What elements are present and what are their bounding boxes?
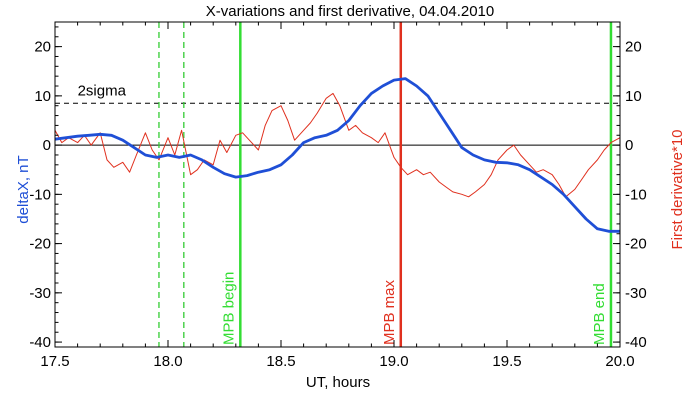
x-tick-label: 19.0 bbox=[379, 353, 408, 370]
x-tick-label: 17.5 bbox=[40, 353, 69, 370]
vertical-marker-label: MPB begin bbox=[220, 272, 237, 345]
x-tick-label: 19.5 bbox=[492, 353, 521, 370]
y-left-tick-label: -30 bbox=[29, 285, 51, 302]
chart-title: X-variations and first derivative, 04.04… bbox=[206, 3, 495, 20]
y-right-tick-label: -10 bbox=[625, 186, 647, 203]
y-left-tick-label: 0 bbox=[43, 137, 51, 154]
plot-area bbox=[55, 102, 620, 146]
y-right-tick-label: -20 bbox=[625, 236, 647, 253]
y-right-tick-label: 0 bbox=[625, 137, 633, 154]
series-line-derivative bbox=[54, 92, 621, 198]
x-tick-label: 18.5 bbox=[266, 353, 295, 370]
threshold-label: 2sigma bbox=[78, 82, 127, 99]
y-axis-label-left: deltaX, nT bbox=[15, 155, 32, 223]
series-line-deltax bbox=[54, 77, 620, 233]
y-left-tick-label: 10 bbox=[34, 88, 51, 105]
y-axis-label-right: First derivative*10 bbox=[669, 129, 686, 249]
vlines-group: MPB begin MPB max MPB end bbox=[158, 22, 613, 347]
y-left-tick-label: -20 bbox=[29, 236, 51, 253]
vertical-marker-label: MPB end bbox=[591, 283, 608, 345]
y-left-tick-label: 20 bbox=[34, 39, 51, 56]
y-right-tick-label: 10 bbox=[625, 88, 642, 105]
y-right-tick-label: -30 bbox=[625, 285, 647, 302]
y-right-tick-label: -40 bbox=[625, 334, 647, 351]
x-tick-label: 18.0 bbox=[153, 353, 182, 370]
y-axis-right: 20 10 0 -10 -20 -30 -40 bbox=[613, 26, 647, 351]
x-axis: 17.5 18.0 18.5 19.0 19.5 20.0 bbox=[40, 22, 635, 370]
x-tick-label: 20.0 bbox=[605, 353, 634, 370]
series-group bbox=[54, 77, 621, 233]
y-right-tick-label: 20 bbox=[625, 39, 642, 56]
x-axis-label: UT, hours bbox=[306, 374, 370, 391]
vertical-marker-label: MPB max bbox=[381, 279, 398, 345]
y-axis-left: 20 10 0 -10 -20 -30 -40 bbox=[29, 26, 62, 351]
plot-frame bbox=[54, 21, 621, 348]
y-left-tick-label: -40 bbox=[29, 334, 51, 351]
y-left-tick-label: -10 bbox=[29, 186, 51, 203]
